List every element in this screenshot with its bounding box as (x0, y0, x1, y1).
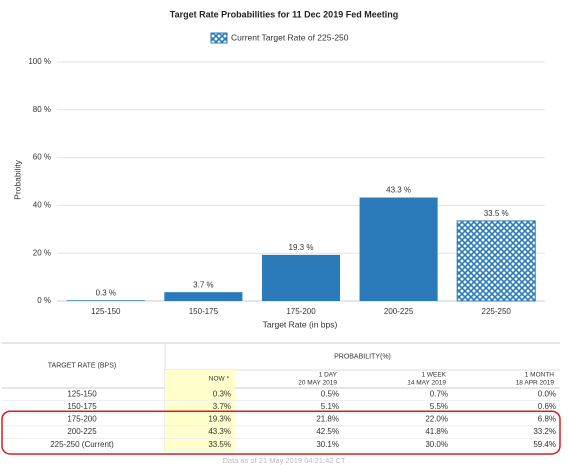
cell: 0.6% (538, 402, 556, 411)
table-group: PROBABILITY(%) (334, 353, 391, 360)
x-axis-label: Target Rate (in bps) (263, 319, 338, 329)
cell: 19.3% (208, 415, 231, 424)
chart-title: Target Rate Probabilities for 11 Dec 201… (170, 9, 398, 19)
cell: 30.0% (425, 440, 448, 449)
cell: 41.8% (425, 427, 448, 436)
column-header: 1 MONTH (525, 372, 555, 379)
x-tick-label: 125-150 (91, 307, 121, 316)
y-tick-label: 80 % (33, 105, 51, 114)
cell: 30.1% (316, 440, 339, 449)
cell: 5.1% (321, 402, 339, 411)
row-label: 150-175 (67, 402, 97, 411)
value-label: 43.3 % (386, 186, 411, 195)
bar (164, 292, 243, 301)
column-header: 1 DAY (319, 372, 338, 379)
column-header: NOW * (209, 376, 230, 383)
y-tick-label: 20 % (33, 248, 51, 257)
table-corner: TARGET RATE (BPS) (48, 362, 116, 369)
cell: 0.7% (430, 389, 448, 398)
value-label: 19.3 % (289, 243, 314, 252)
footer-bg (2, 455, 562, 465)
y-tick-label: 100 % (28, 57, 51, 66)
cell: 21.8% (316, 415, 339, 424)
column-header: 20 MAY 2019 (298, 380, 337, 387)
value-label: 3.7 % (193, 280, 213, 289)
value-label: 33.5 % (484, 209, 509, 218)
cell: 0.5% (321, 389, 339, 398)
cell: 33.5% (208, 440, 231, 449)
column-header: 1 WEEK (421, 372, 446, 379)
footer: Data as of 21 May 2019 04:21:42 CT (223, 456, 346, 465)
cell: 0.0% (538, 389, 556, 398)
x-tick-label: 225-250 (482, 307, 512, 316)
column-header: 14 MAY 2019 (407, 380, 446, 387)
y-axis-label: Probability (12, 159, 22, 199)
value-label: 0.3 % (96, 288, 116, 297)
cell: 3.7% (213, 402, 231, 411)
cell: 5.5% (430, 402, 448, 411)
row-label: 125-150 (67, 389, 97, 398)
y-tick-label: 40 % (33, 201, 51, 210)
highlight-box (1, 410, 561, 455)
x-tick-label: 175-200 (286, 307, 316, 316)
bar (359, 197, 438, 301)
legend-swatch (210, 32, 228, 44)
cell: 0.3% (213, 389, 231, 398)
column-header: 18 APR 2019 (516, 380, 555, 387)
cell: 43.3% (208, 427, 231, 436)
legend-label: Current Target Rate of 225-250 (231, 32, 349, 42)
x-tick-label: 200-225 (384, 307, 414, 316)
row-label: 200-225 (67, 427, 97, 436)
row-label: 225-250 (Current) (50, 440, 114, 449)
bar (261, 254, 341, 301)
bar (456, 220, 536, 302)
cell: 6.8% (538, 415, 556, 424)
x-tick-label: 150-175 (189, 307, 219, 316)
row-label: 175-200 (67, 415, 97, 424)
cell: 33.2% (533, 427, 556, 436)
cell: 59.4% (533, 440, 556, 449)
cell: 22.0% (425, 415, 448, 424)
y-tick-label: 0 % (37, 296, 51, 305)
y-tick-label: 60 % (33, 153, 51, 162)
cell: 42.5% (316, 427, 339, 436)
bar (66, 300, 145, 301)
